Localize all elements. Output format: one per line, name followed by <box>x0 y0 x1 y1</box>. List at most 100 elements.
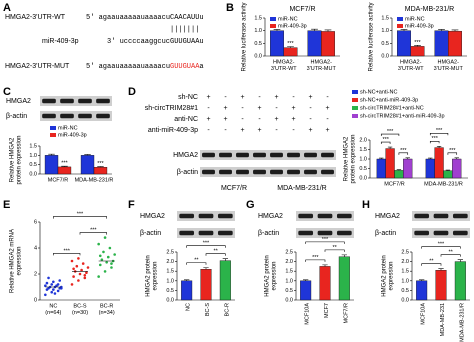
significance-bracket <box>447 152 458 155</box>
treatment-mark: - <box>292 127 295 134</box>
blot-band <box>60 113 74 119</box>
y-tick-label: 2.0 <box>285 259 293 265</box>
sequence-end: u <box>199 14 203 22</box>
significance: *** <box>61 161 68 167</box>
y-tick-label: 2.0 <box>166 259 174 265</box>
y-axis-label: Relative luciferase activity <box>242 2 248 71</box>
legend-swatch <box>270 24 276 28</box>
significance: ** <box>214 249 219 255</box>
x-tick-label: MDA-MB-231/R <box>459 303 465 342</box>
blot-band <box>336 213 352 219</box>
legend-label: miR-409-3p <box>405 23 434 29</box>
x-tick-label: MCF7/R <box>48 177 69 183</box>
significance-bracket <box>429 132 449 136</box>
treatment-mark: + <box>274 94 278 101</box>
blot-band <box>304 169 317 175</box>
data-point <box>45 281 49 285</box>
sequence: 3' uccccaaggcuc <box>107 38 170 46</box>
panel-label: H <box>362 199 370 211</box>
significance-bracket <box>186 245 226 248</box>
legend-swatch <box>352 90 358 94</box>
y-axis-label: protein expression <box>351 134 357 183</box>
bar <box>403 158 413 179</box>
data-point <box>105 261 108 264</box>
bar <box>270 30 284 57</box>
treatment-mark: - <box>275 105 278 112</box>
treatment-mark: - <box>326 116 329 123</box>
blot-band <box>78 98 92 104</box>
data-point <box>58 279 62 282</box>
significance: ** <box>194 258 199 264</box>
error-bar <box>341 254 347 257</box>
blot-band <box>179 230 195 236</box>
panel-label: F <box>128 199 135 211</box>
legend-label: miR-NC <box>278 16 298 22</box>
error-bar <box>222 258 228 261</box>
x-tick-label: MDA-MB-231/R <box>424 181 463 187</box>
data-point <box>52 280 55 284</box>
treatment-mark: + <box>206 94 210 101</box>
blot-label: HMGA2 <box>258 213 283 220</box>
y-tick-label: 0.0 <box>285 297 293 303</box>
data-point <box>53 292 57 295</box>
data-point <box>56 289 60 293</box>
blot-band <box>414 230 430 236</box>
bar <box>57 166 72 175</box>
bar <box>410 46 425 57</box>
significance: ** <box>333 245 338 251</box>
bar <box>434 30 449 57</box>
error-bar <box>287 46 294 48</box>
data-point <box>44 293 47 297</box>
significance-bracket <box>53 216 107 219</box>
treatment-mark: + <box>325 127 329 134</box>
blot-label: HMGA2 <box>140 213 165 220</box>
blot-band <box>217 213 233 219</box>
x-tick-label: HMGA2- <box>438 59 460 65</box>
error-bar <box>303 279 309 281</box>
bar <box>385 148 395 179</box>
treatment-mark: - <box>224 94 227 101</box>
x-tick-label: MDA-MB-231 <box>440 303 446 336</box>
treatment-mark: - <box>309 105 312 112</box>
legend-label: miR-NC <box>405 16 425 22</box>
significance-bracket <box>398 152 409 155</box>
blot-band <box>42 98 56 104</box>
y-axis-label: Relative HMGA2 mRNA <box>10 229 16 293</box>
x-tick-label: BC-S <box>205 303 211 316</box>
blot-band <box>270 169 283 175</box>
bar <box>44 155 59 175</box>
significance-bracket <box>53 253 81 256</box>
panel-label: C <box>3 86 11 98</box>
x-tick-label: MCF7/R <box>343 303 349 324</box>
treatment-mark: - <box>326 94 329 101</box>
data-point <box>60 287 63 290</box>
data-point <box>113 253 116 256</box>
y-tick-label: 1.5 <box>359 147 367 153</box>
blot-band <box>202 169 215 175</box>
y-axis-label: expression <box>272 261 278 290</box>
treatment-mark: + <box>291 105 295 112</box>
treatment-mark: + <box>325 105 329 112</box>
treatment-mark: + <box>206 116 210 123</box>
data-point <box>47 276 50 280</box>
x-tick-label: 3'UTR-WT <box>398 66 424 72</box>
y-tick-label: 0.5 <box>254 41 262 47</box>
treatment-mark: - <box>241 105 244 112</box>
x-tick-label: NC <box>186 303 192 311</box>
blot-band <box>96 113 110 119</box>
error-bar <box>203 267 209 270</box>
y-tick-label: 0.5 <box>29 162 37 168</box>
bar <box>376 158 386 179</box>
treatment-mark: + <box>223 116 227 123</box>
blot-group-label: MCF7/R <box>221 185 247 192</box>
blot-band <box>321 152 334 158</box>
error-bar <box>184 279 190 281</box>
y-tick-label: 0.0 <box>29 171 37 177</box>
bar <box>300 280 312 301</box>
legend-label: sh-circTRIM28#1+anti-NC <box>360 105 424 111</box>
data-point <box>70 259 74 263</box>
y-tick-label: 0.5 <box>359 166 367 172</box>
treatment-mark: - <box>207 127 210 134</box>
y-tick-label: 1.5 <box>166 269 174 275</box>
